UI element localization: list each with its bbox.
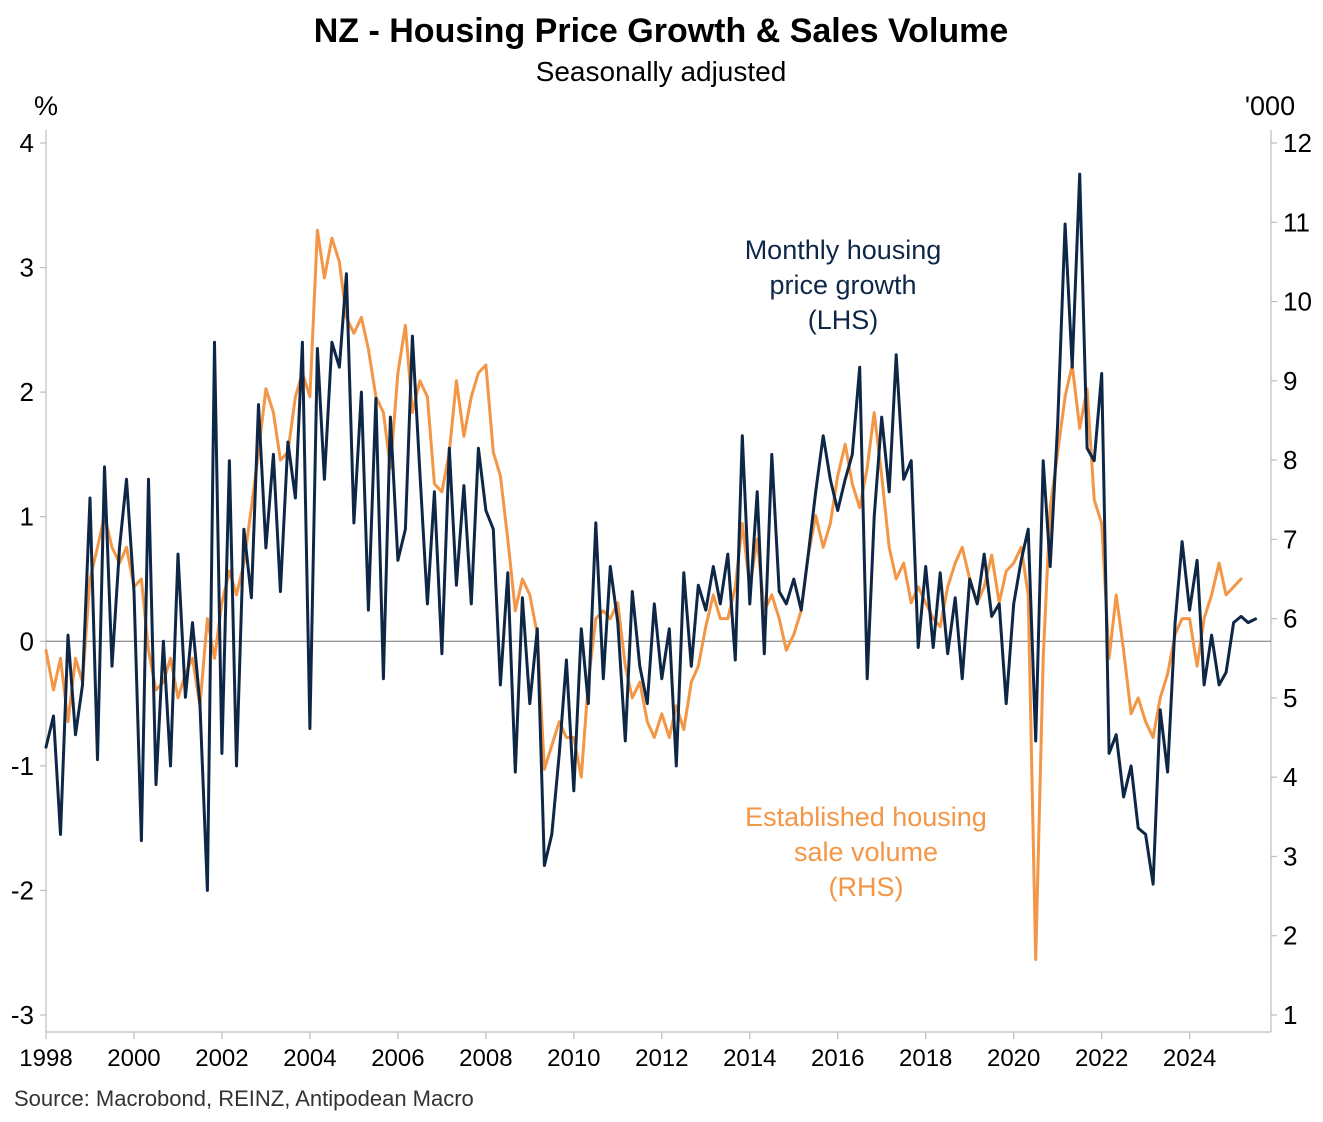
right-tick-label: 12	[1283, 128, 1312, 158]
right-tick-label: 10	[1283, 287, 1312, 317]
x-tick-label: 2010	[547, 1045, 600, 1072]
source-note: Source: Macrobond, REINZ, Antipodean Mac…	[14, 1086, 474, 1111]
price-growth-line	[44, 172, 1258, 892]
volume-label-line-2: sale volume	[794, 837, 938, 867]
chart-subtitle: Seasonally adjusted	[536, 56, 787, 87]
x-tick-label: 2014	[723, 1045, 776, 1072]
left-axis-ticks: -3 -2 -1 0 1 2 3 4	[11, 128, 46, 1030]
sales-volume-annotation: Established housing sale volume (RHS)	[745, 802, 987, 902]
right-tick-label: 5	[1283, 683, 1297, 713]
left-tick-label: 2	[20, 377, 34, 407]
price-label-line-3: (LHS)	[808, 305, 879, 335]
right-axis-unit: '000	[1245, 91, 1295, 121]
left-tick-label: 0	[20, 626, 34, 656]
x-tick-label: 2016	[811, 1045, 864, 1072]
x-tick-label: 2004	[283, 1045, 336, 1072]
price-label-line-2: price growth	[769, 270, 916, 300]
series-layer	[44, 172, 1258, 961]
chart-title: NZ - Housing Price Growth & Sales Volume	[314, 12, 1009, 50]
x-tick-label: 2020	[987, 1045, 1040, 1072]
x-tick-label: 2022	[1075, 1045, 1128, 1072]
axes-group	[45, 130, 1272, 1033]
right-tick-label: 7	[1283, 524, 1297, 554]
right-tick-label: 4	[1283, 762, 1297, 792]
x-tick-label: 2008	[459, 1045, 512, 1072]
left-tick-label: 1	[20, 502, 34, 532]
x-tick-label: 1998	[19, 1045, 72, 1072]
left-tick-label: -3	[11, 1000, 34, 1030]
x-tick-label: 2006	[371, 1045, 424, 1072]
left-axis-unit: %	[34, 91, 58, 121]
x-tick-label: 2000	[107, 1045, 160, 1072]
right-tick-label: 9	[1283, 366, 1297, 396]
x-axis-ticks: 1998 2000 2002 2004 2006 2008 2010 2012 2014 2016…	[19, 1032, 1216, 1072]
left-tick-label: 4	[20, 128, 34, 158]
price-label-line-1: Monthly housing	[745, 235, 942, 265]
right-tick-label: 3	[1283, 841, 1297, 871]
x-tick-label: 2024	[1163, 1045, 1216, 1072]
right-tick-label: 1	[1283, 1000, 1297, 1030]
x-tick-label: 2002	[195, 1045, 248, 1072]
x-tick-label: 2012	[635, 1045, 688, 1072]
right-tick-label: 8	[1283, 445, 1297, 475]
left-tick-label: 3	[20, 253, 34, 283]
right-tick-label: 2	[1283, 921, 1297, 951]
volume-label-line-3: (RHS)	[829, 872, 904, 902]
right-tick-label: 6	[1283, 604, 1297, 634]
volume-label-line-1: Established housing	[745, 802, 987, 832]
left-tick-label: -2	[11, 875, 34, 905]
price-growth-annotation: Monthly housing price growth (LHS)	[745, 235, 942, 335]
left-tick-label: -1	[11, 751, 34, 781]
right-tick-label: 11	[1283, 207, 1310, 237]
x-tick-label: 2018	[899, 1045, 952, 1072]
